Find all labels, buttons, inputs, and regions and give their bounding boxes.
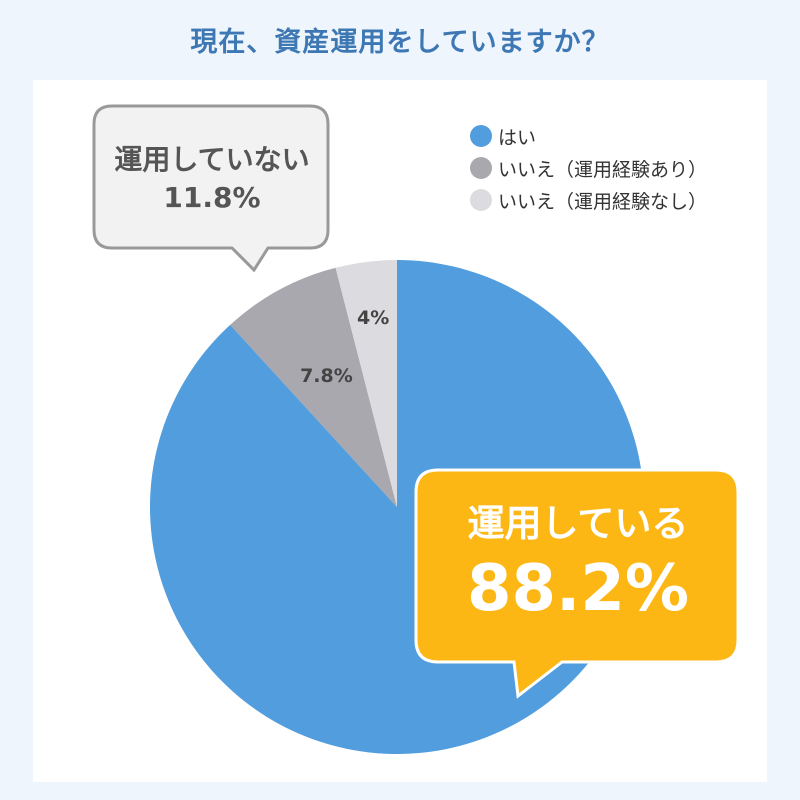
callout-not-investing-value: 11.8% <box>163 181 261 214</box>
slice-label-no-inexperienced: 4% <box>357 307 389 329</box>
pie-slice-no-inexperienced <box>335 260 397 507</box>
legend-item-no-inexperienced: いいえ（運用経験なし） <box>470 184 707 216</box>
slice-label-no-experienced: 7.8% <box>300 365 353 387</box>
callout-investing-label: 運用している <box>467 502 689 545</box>
legend-label-no-experienced: いいえ（運用経験あり） <box>498 158 708 181</box>
legend-label-no-inexperienced: いいえ（運用経験なし） <box>498 190 708 213</box>
callout-not-investing-bubble <box>92 104 330 273</box>
legend-swatch-no-inexperienced <box>470 189 492 211</box>
pie-slice-no-experienced <box>230 267 397 507</box>
legend-item-no-experienced: いいえ（運用経験あり） <box>470 152 707 184</box>
callout-not-investing-label: 運用していない <box>114 143 310 176</box>
callout-investing-value: 88.2% <box>466 552 690 626</box>
legend-item-yes: はい <box>470 120 707 152</box>
legend: はい いいえ（運用経験あり） いいえ（運用経験なし） <box>470 120 707 216</box>
chart-title: 現在、資産運用をしていますか？ <box>190 27 610 58</box>
callout-not-investing: 運用していない 11.8% <box>96 142 328 218</box>
callout-investing: 運用している 88.2% <box>416 500 740 630</box>
legend-label-yes: はい <box>498 126 537 149</box>
legend-swatch-no-experienced <box>470 157 492 179</box>
callout-investing-bubble <box>414 468 740 699</box>
legend-swatch-yes <box>470 125 492 147</box>
